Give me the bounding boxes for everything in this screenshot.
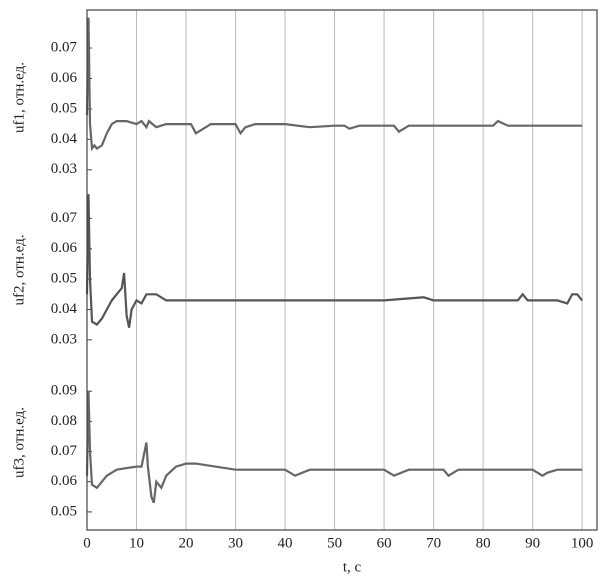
y-tick-label: 0.03: [51, 331, 77, 347]
x-tick-label: 50: [327, 535, 342, 551]
x-tick-label: 60: [377, 535, 392, 551]
y-tick-label: 0.06: [51, 240, 78, 256]
y-tick-label: 0.07: [51, 210, 78, 226]
data-line: [85, 391, 583, 504]
x-tick-label: 70: [426, 535, 441, 551]
y-tick-label: 0.04: [51, 301, 78, 317]
y-axis-label: uf3, отн.ед.: [11, 407, 27, 478]
y-tick-label: 0.05: [51, 100, 77, 116]
y-axis-label: uf1, отн.ед.: [11, 62, 27, 133]
y-tick-label: 0.06: [51, 473, 78, 489]
plot-frame: [86, 9, 598, 531]
y-tick-label: 0.06: [51, 70, 78, 86]
x-tick-label: 20: [179, 535, 194, 551]
y-tick-label: 0.04: [51, 131, 78, 147]
x-tick-label: 40: [278, 535, 293, 551]
y-axis-label: uf2, отн.ед.: [11, 235, 27, 306]
x-tick-label: 10: [129, 535, 144, 551]
y-tick-label: 0.05: [51, 271, 77, 287]
x-tick-label: 100: [571, 535, 594, 551]
data-line: [85, 17, 583, 152]
y-tick-label: 0.05: [51, 503, 77, 519]
x-tick-label: 30: [228, 535, 243, 551]
y-tick-label: 0.03: [51, 161, 77, 177]
x-tick-label: 0: [83, 535, 91, 551]
data-line: [85, 194, 583, 328]
y-tick-label: 0.09: [51, 383, 77, 399]
y-tick-label: 0.07: [51, 443, 78, 459]
x-tick-label: 90: [525, 535, 540, 551]
y-tick-label: 0.08: [51, 413, 77, 429]
x-axis-label: t, c: [343, 559, 362, 575]
y-tick-label: 0.07: [51, 39, 78, 55]
x-tick-label: 80: [476, 535, 491, 551]
